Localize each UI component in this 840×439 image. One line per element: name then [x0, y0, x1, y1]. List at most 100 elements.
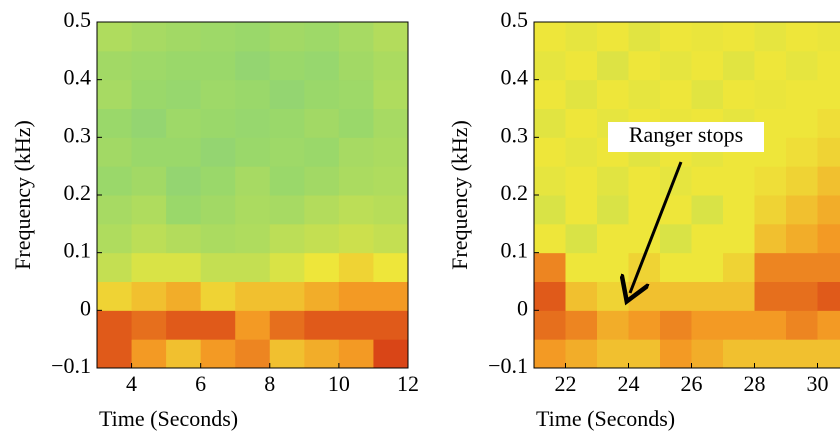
y-tick-label: 0.4 [501, 65, 529, 90]
y-tick-label: 0 [80, 295, 91, 320]
heat-cell [235, 166, 270, 195]
heat-cell [270, 282, 305, 311]
x-tick-label: 4 [126, 371, 137, 396]
heat-cell [373, 282, 408, 311]
heat-cell [166, 166, 201, 195]
heat-cell [97, 51, 132, 80]
heat-cell [339, 253, 374, 282]
heat-cell [166, 22, 201, 51]
heat-cell [597, 195, 629, 224]
heat-cell [818, 22, 840, 51]
heat-cell [755, 282, 787, 311]
y-axis-label: Frequency (kHz) [447, 120, 472, 270]
heat-cell [132, 22, 167, 51]
x-tick-label: 22 [555, 371, 577, 396]
heat-cell [755, 339, 787, 368]
heat-cell [755, 22, 787, 51]
heat-cell [270, 51, 305, 80]
heat-cell [629, 339, 661, 368]
heat-cell [534, 339, 566, 368]
heat-cell [270, 339, 305, 368]
heat-cell [660, 282, 692, 311]
heat-cell [235, 310, 270, 339]
heat-cell [270, 137, 305, 166]
heat-cell [373, 224, 408, 253]
heat-cell [304, 310, 339, 339]
heat-cell [692, 22, 724, 51]
heat-cell [270, 166, 305, 195]
y-tick-label: 0.5 [501, 7, 529, 32]
heat-cell [566, 137, 598, 166]
heat-cell [597, 339, 629, 368]
heat-cell [723, 282, 755, 311]
y-axis-label: Frequency (kHz) [10, 120, 35, 270]
heat-cell [660, 339, 692, 368]
heat-cell [818, 282, 840, 311]
heat-cell [534, 282, 566, 311]
heat-cell [270, 195, 305, 224]
heat-cell [201, 80, 236, 109]
heat-cell [818, 253, 840, 282]
heat-cell [201, 195, 236, 224]
heat-cell [660, 80, 692, 109]
x-tick-label: 28 [744, 371, 766, 396]
x-tick-label: 8 [264, 371, 275, 396]
heat-cell [97, 22, 132, 51]
y-tick-label: −0.1 [51, 353, 91, 378]
heat-cell [97, 195, 132, 224]
heat-cell [786, 224, 818, 253]
x-axis-label: Time (Seconds) [99, 406, 238, 431]
heat-cell [166, 109, 201, 138]
heat-cell [597, 80, 629, 109]
heat-cell [755, 51, 787, 80]
heat-cell [235, 22, 270, 51]
y-tick-label: 0.1 [501, 238, 529, 263]
heat-cell [201, 109, 236, 138]
heat-cell [373, 137, 408, 166]
heat-cell [692, 195, 724, 224]
heat-cell [629, 51, 661, 80]
heat-cell [692, 282, 724, 311]
heat-cell [786, 51, 818, 80]
heat-cell [597, 282, 629, 311]
heat-cell [132, 224, 167, 253]
heat-cell [818, 339, 840, 368]
heat-cell [660, 166, 692, 195]
heat-cell [235, 195, 270, 224]
x-tick-label: 10 [328, 371, 350, 396]
heat-cell [270, 22, 305, 51]
y-tick-label: 0 [517, 295, 528, 320]
heat-cell [270, 310, 305, 339]
heat-cell [373, 339, 408, 368]
heat-cell [566, 166, 598, 195]
heat-cell [534, 224, 566, 253]
heat-cell [304, 80, 339, 109]
heat-cell [132, 137, 167, 166]
heat-cell [304, 195, 339, 224]
heat-cell [270, 224, 305, 253]
heat-cell [629, 166, 661, 195]
heat-cell [304, 22, 339, 51]
heat-cell [235, 282, 270, 311]
heat-cell [304, 282, 339, 311]
heat-cell [132, 51, 167, 80]
heat-cell [534, 22, 566, 51]
heat-cell [755, 310, 787, 339]
heat-cell [723, 80, 755, 109]
heat-cell [201, 51, 236, 80]
heat-cell [597, 253, 629, 282]
heat-cell [692, 80, 724, 109]
heat-cell [818, 137, 840, 166]
heat-cell [201, 282, 236, 311]
heat-cell [166, 282, 201, 311]
heat-cell [373, 109, 408, 138]
heat-cell [373, 253, 408, 282]
heat-cell [692, 310, 724, 339]
heat-cell [201, 310, 236, 339]
heat-cell [132, 282, 167, 311]
heat-cell [723, 253, 755, 282]
heat-cell [339, 137, 374, 166]
heat-cell [304, 109, 339, 138]
heat-cell [166, 51, 201, 80]
